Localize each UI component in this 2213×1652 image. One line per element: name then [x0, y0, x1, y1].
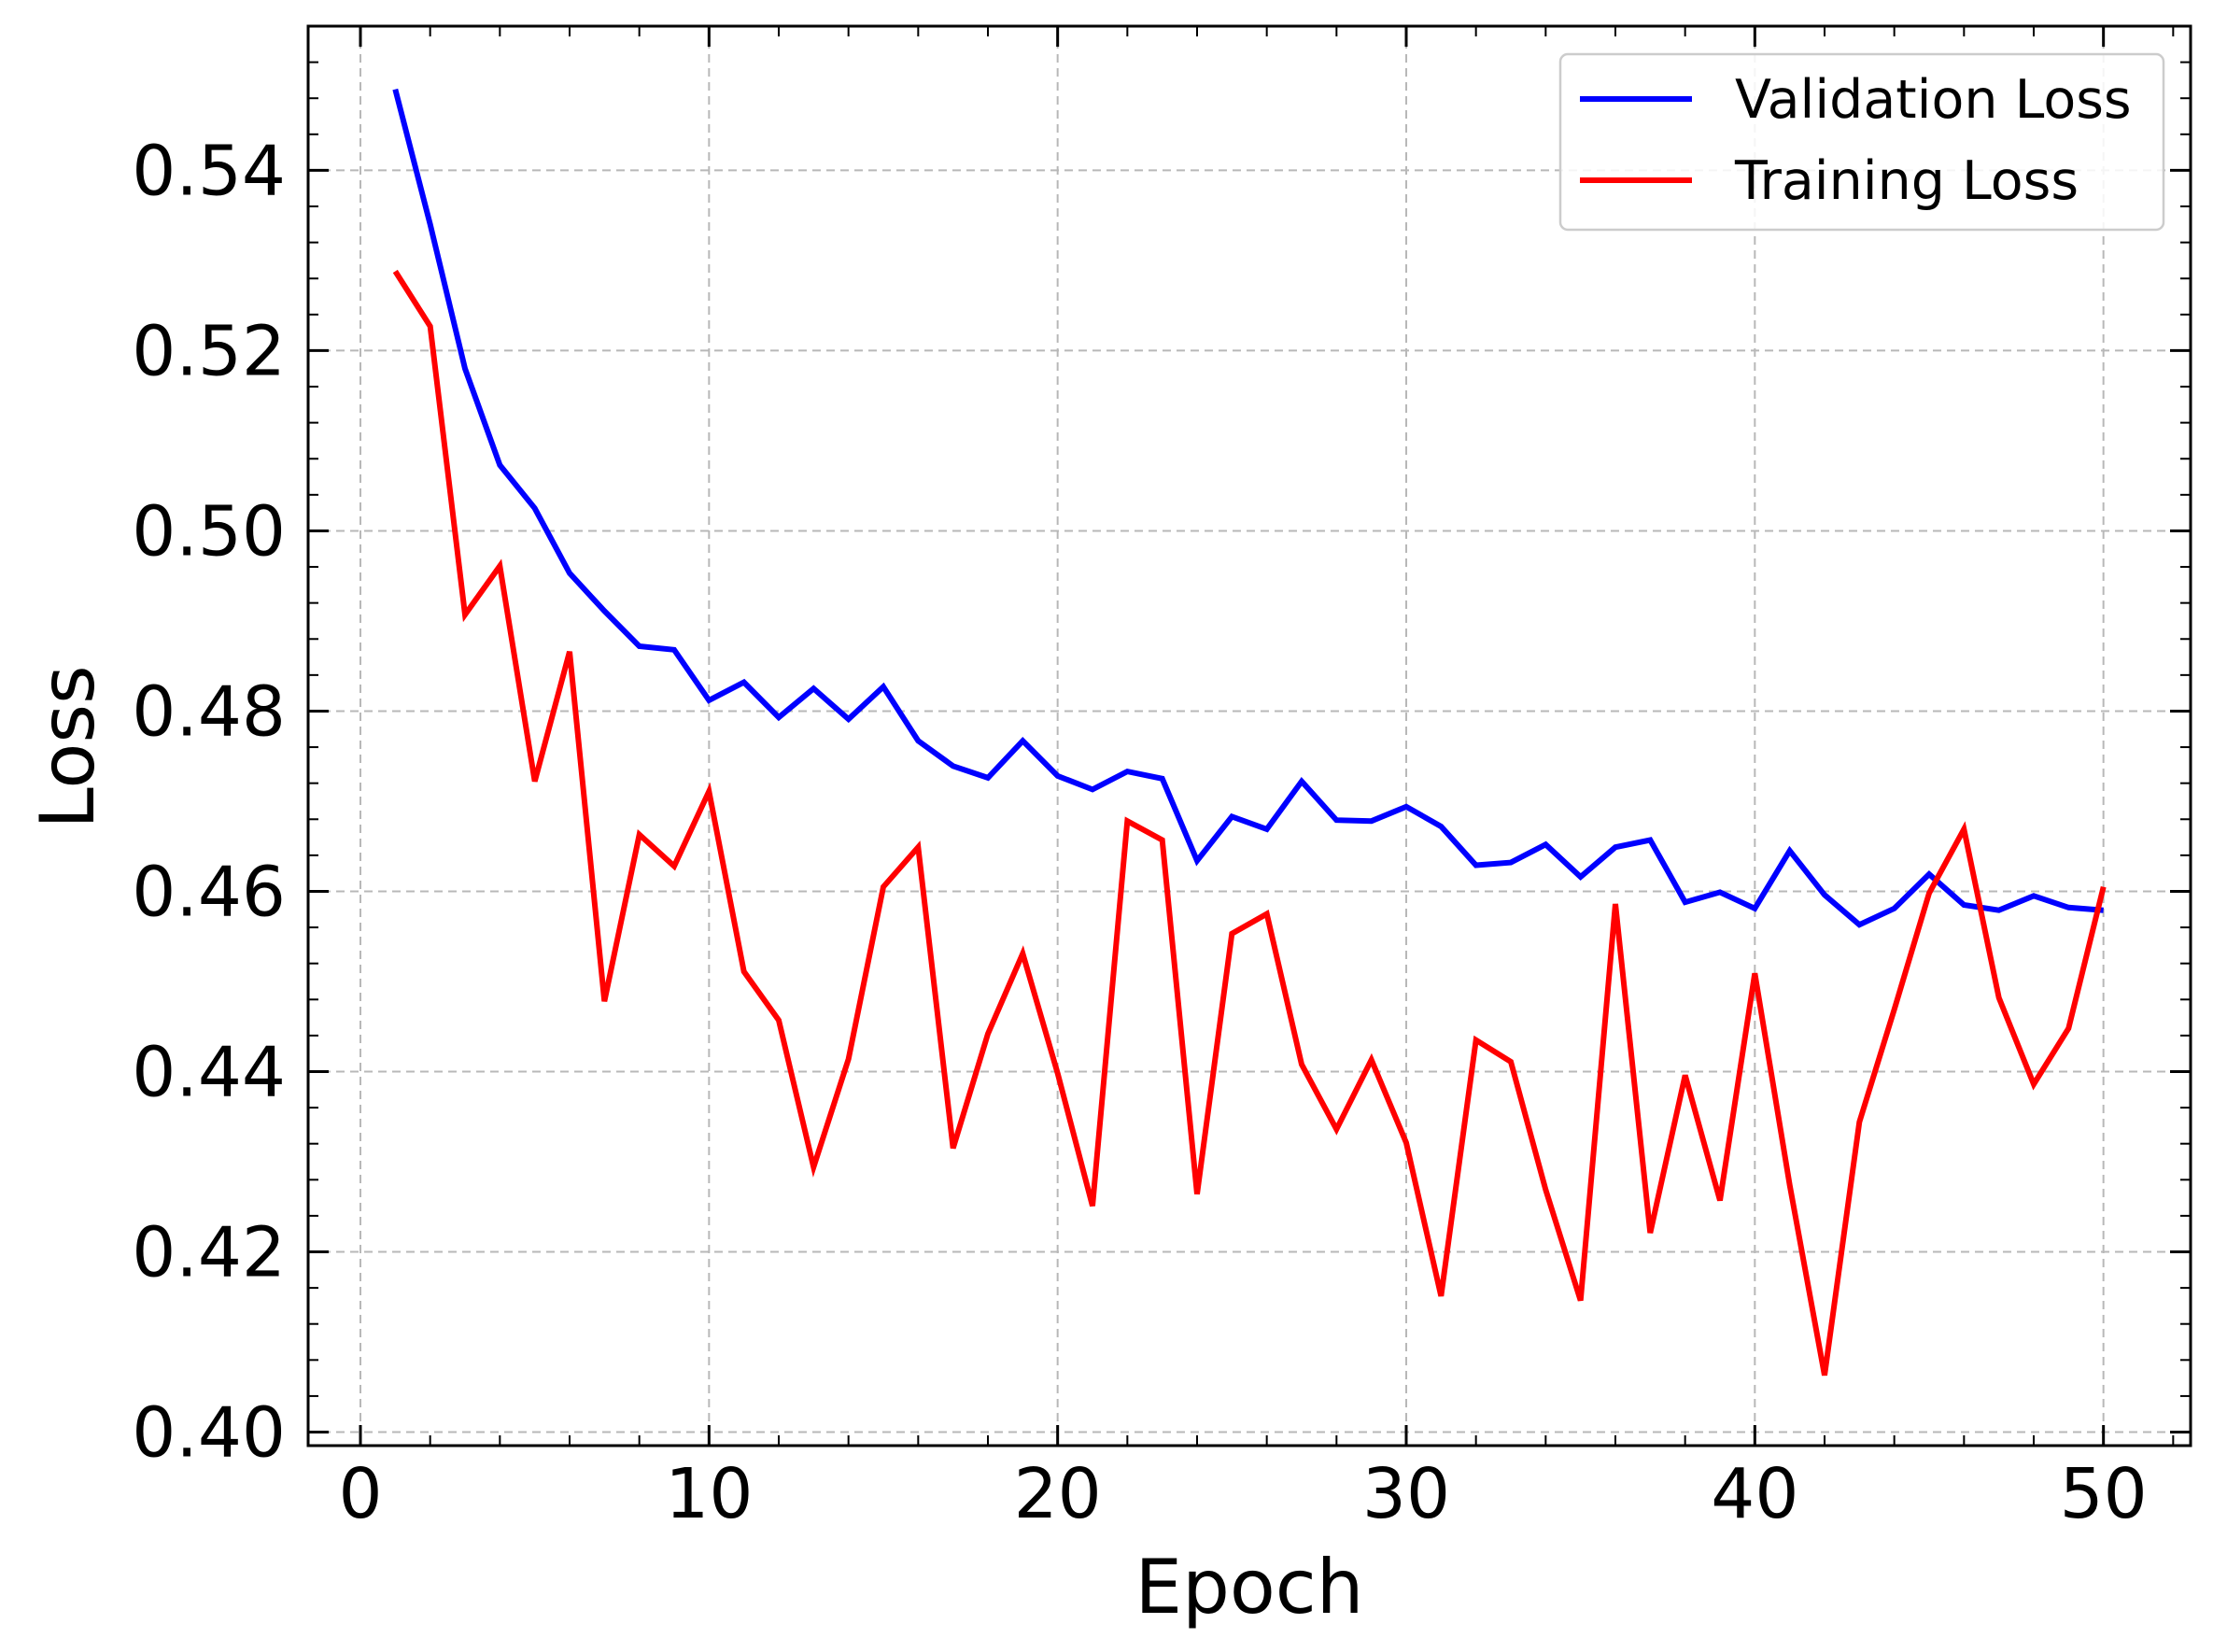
plot-frame: [306, 24, 2192, 1447]
x-tick-label: 30: [1362, 1454, 1450, 1534]
y-tick-label: 0.54: [132, 131, 286, 211]
x-tick-label: 10: [665, 1454, 753, 1534]
y-tick-label: 0.50: [132, 491, 286, 572]
tick-labels: 0 10 20 30 40 50 0.40 0.42 0.44 0.46 0.48 0.50 0.52 0…: [132, 131, 2148, 1534]
x-tick-label: 20: [1014, 1454, 1102, 1534]
y-tick-label: 0.52: [132, 311, 286, 391]
legend: Validation Loss Training Loss: [1558, 52, 2165, 232]
legend-label-validation-loss: Validation Loss: [1735, 69, 2132, 131]
y-tick-label: 0.40: [132, 1393, 286, 1474]
series-line-training-loss: [392, 269, 2107, 1377]
series-lines: [392, 88, 2107, 1377]
legend-box: [1558, 52, 2165, 232]
x-tick-label: 40: [1711, 1454, 1798, 1534]
y-tick-label: 0.42: [132, 1213, 286, 1293]
legend-label-training-loss: Training Loss: [1734, 150, 2079, 212]
series-line-validation-loss: [392, 88, 2104, 928]
y-axis-label: Loss: [24, 665, 111, 828]
ticks: [308, 25, 2191, 1446]
y-tick-label: 0.44: [132, 1032, 286, 1112]
x-axis-label: Epoch: [1135, 1544, 1364, 1631]
y-tick-label: 0.48: [132, 671, 286, 752]
x-tick-label: 0: [338, 1454, 382, 1534]
x-tick-label: 50: [2060, 1454, 2148, 1534]
y-tick-label: 0.46: [132, 852, 286, 932]
